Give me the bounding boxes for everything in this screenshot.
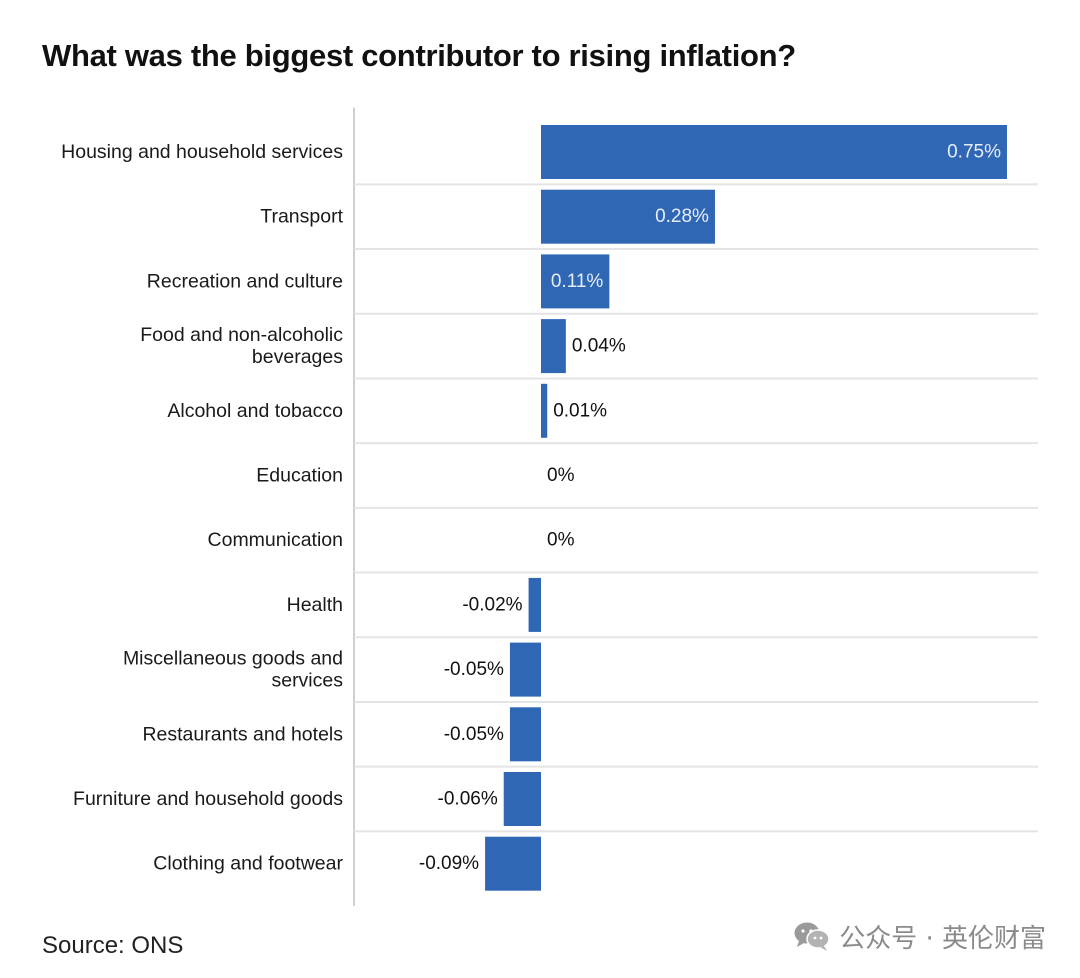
category-label: Furniture and household goods — [73, 788, 343, 810]
category-label: Restaurants and hotels — [142, 723, 343, 745]
category-label: Education — [256, 465, 343, 487]
watermark-text: 公众号 · 英伦财富 — [839, 923, 1046, 954]
category-label: Clothing and footwear — [153, 853, 343, 875]
bar — [509, 642, 541, 697]
category-label: Communication — [208, 529, 343, 551]
category-label-line: beverages — [252, 346, 343, 368]
wechat-icon — [794, 922, 830, 951]
chart-title: What was the biggest contributor to risi… — [42, 38, 796, 73]
category-label: Health — [287, 594, 343, 616]
category-label-line: Food and non-alcoholic — [140, 324, 343, 346]
category-label: Transport — [260, 206, 343, 228]
bar — [528, 577, 541, 632]
category-label: Housing and household services — [61, 141, 343, 163]
value-label: -0.09% — [419, 853, 479, 874]
category-label: Recreation and culture — [147, 270, 343, 292]
bar — [541, 319, 566, 374]
bar — [541, 125, 1007, 179]
bar — [509, 707, 541, 762]
value-label: -0.02% — [462, 594, 522, 615]
value-label: 0.75% — [947, 142, 1001, 163]
bar — [503, 772, 541, 826]
value-label: -0.05% — [444, 659, 504, 680]
category-label: Alcohol and tobacco — [167, 400, 343, 422]
bar — [541, 383, 548, 438]
value-label: -0.05% — [444, 724, 504, 745]
category-label: Food and non-alcoholic beverages — [140, 324, 343, 368]
value-label: 0.01% — [553, 400, 607, 421]
bar — [485, 836, 541, 891]
watermark: 公众号 · 英伦财富 — [793, 918, 1046, 954]
bar — [541, 254, 610, 309]
category-label-line: Miscellaneous goods and — [123, 648, 343, 670]
bar — [541, 189, 715, 244]
category-label-line: services — [271, 670, 343, 692]
value-label: 0.11% — [551, 271, 604, 292]
value-label: 0% — [547, 465, 575, 486]
value-label: -0.06% — [438, 789, 498, 810]
category-label: Miscellaneous goods and services — [123, 648, 343, 692]
source-note: Source: ONS — [42, 932, 184, 959]
value-label: 0% — [547, 530, 575, 551]
value-label: 0.28% — [655, 206, 709, 227]
value-label: 0.04% — [572, 336, 626, 357]
